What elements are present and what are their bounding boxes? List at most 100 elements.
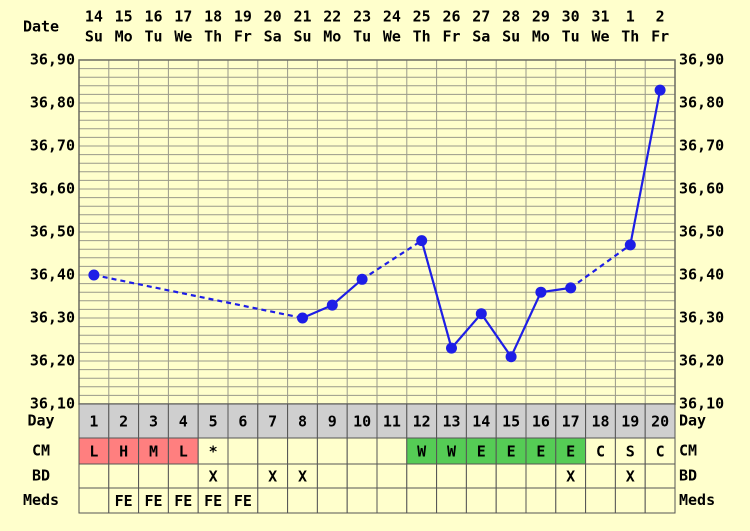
bd-cell	[108, 463, 140, 489]
temperature-segment	[331, 278, 363, 306]
cm-cell-label: W	[417, 443, 427, 461]
date-tick-label: 14	[85, 8, 103, 26]
cm-cell-label: W	[447, 443, 457, 461]
meds-cell	[376, 487, 408, 514]
temperature-segment	[510, 291, 542, 358]
date-tick-label: 17	[174, 8, 192, 26]
y-tick-label-left: 36,70	[30, 137, 75, 155]
weekday-tick-label: Th	[204, 28, 222, 46]
cm-cell	[316, 437, 348, 465]
cm-cell	[376, 437, 408, 465]
meds-row-label-left: Meds	[23, 491, 59, 509]
bd-cell	[614, 463, 646, 489]
day-cell-label: 7	[268, 413, 277, 431]
meds-cell-label: FE	[115, 492, 133, 510]
meds-cell	[525, 487, 557, 514]
bd-cell	[197, 463, 229, 489]
weekday-tick-label: Fr	[234, 28, 252, 46]
day-cell	[257, 403, 289, 439]
weekday-tick-label: Sa	[472, 28, 490, 46]
bd-cell	[406, 463, 438, 489]
day-cell-label: 12	[413, 413, 431, 431]
bd-cell	[585, 463, 616, 489]
cm-cell	[167, 437, 199, 465]
day-cell	[495, 403, 527, 439]
day-cell-label: 4	[179, 413, 188, 431]
weekday-tick-label: Su	[293, 28, 311, 46]
date-tick-label: 19	[234, 8, 252, 26]
grid	[78, 59, 676, 405]
temperature-segment	[361, 239, 423, 281]
temperature-segment	[629, 89, 662, 246]
day-cell-label: 16	[532, 413, 550, 431]
weekday-tick-label: Th	[413, 28, 431, 46]
bd-cell	[465, 463, 497, 489]
temperature-point	[88, 269, 100, 281]
date-tick-label: 15	[115, 8, 133, 26]
day-cell-label: 14	[472, 413, 490, 431]
y-tick-label-right: 36,30	[679, 309, 724, 327]
weekday-tick-label: Mo	[532, 28, 550, 46]
cm-cell-label: E	[507, 443, 516, 461]
temperature-point	[535, 286, 547, 298]
meds-cell-label: FE	[234, 492, 252, 510]
temperature-series	[88, 84, 666, 363]
y-tick-label-right: 36,20	[679, 352, 724, 370]
day-cell-label: 19	[621, 413, 639, 431]
cm-cell-label: L	[89, 443, 98, 461]
date-tick-label: 22	[323, 8, 341, 26]
day-cell	[555, 403, 587, 439]
temperature-segment	[420, 240, 453, 349]
day-cell-label: 18	[591, 413, 609, 431]
bd-cell	[167, 463, 199, 489]
date-label: Date	[23, 18, 59, 36]
temperature-segment	[570, 244, 631, 289]
y-tick-label-left: 36,40	[30, 266, 75, 284]
bd-cell-label: X	[268, 468, 277, 486]
y-tick-label-left: 36,80	[30, 94, 75, 112]
bd-cell	[644, 463, 676, 489]
temperature-point	[624, 239, 636, 251]
meds-cell	[78, 487, 110, 514]
cm-cell	[555, 437, 587, 465]
y-tick-label-right: 36,80	[679, 94, 724, 112]
date-tick-label: 2	[656, 8, 665, 26]
y-tick-label-left: 36,20	[30, 352, 75, 370]
day-cell-label: 17	[562, 413, 580, 431]
temperature-point	[475, 308, 487, 320]
bd-cell	[376, 463, 408, 489]
bottom-rows: 1 2 3 4 5 6 7 8 9 10 11 12 13 14 15 16 17 18 19 20L H M L * W W E E…	[78, 403, 676, 514]
bd-row-label-left: BD	[32, 467, 50, 485]
cm-cell-label: H	[119, 443, 128, 461]
meds-cell	[197, 487, 229, 514]
y-tick-label-left: 36,10	[30, 395, 75, 413]
temperature-point	[446, 342, 457, 354]
meds-cell	[346, 487, 378, 514]
cm-cell-label: C	[656, 443, 665, 461]
cm-cell-label: E	[566, 443, 575, 461]
y-tick-label-right: 36,60	[679, 180, 724, 198]
weekday-tick-label: Mo	[323, 28, 341, 46]
date-tick-label: 28	[502, 8, 520, 26]
day-cell	[525, 403, 557, 439]
cm-cell-label: *	[209, 443, 218, 461]
date-tick-label: 27	[472, 8, 490, 26]
date-tick-label: 30	[562, 8, 580, 26]
y-tick-label-right: 36,50	[679, 223, 724, 241]
bd-cell	[257, 463, 289, 489]
bd-cell	[436, 463, 467, 489]
weekday-tick-label: Su	[502, 28, 520, 46]
day-row-label-right: Day	[679, 412, 706, 430]
y-tick-label-left: 36,50	[30, 223, 75, 241]
date-tick-label: 18	[204, 8, 222, 26]
meds-cell-label: FE	[144, 492, 162, 510]
weekday-tick-label: We	[383, 28, 401, 46]
weekday-tick-label: Fr	[651, 28, 669, 46]
bd-cell	[227, 463, 259, 489]
day-cell-label: 10	[353, 413, 371, 431]
bd-cell	[346, 463, 378, 489]
day-cell	[108, 403, 140, 439]
cm-cell	[495, 437, 527, 465]
